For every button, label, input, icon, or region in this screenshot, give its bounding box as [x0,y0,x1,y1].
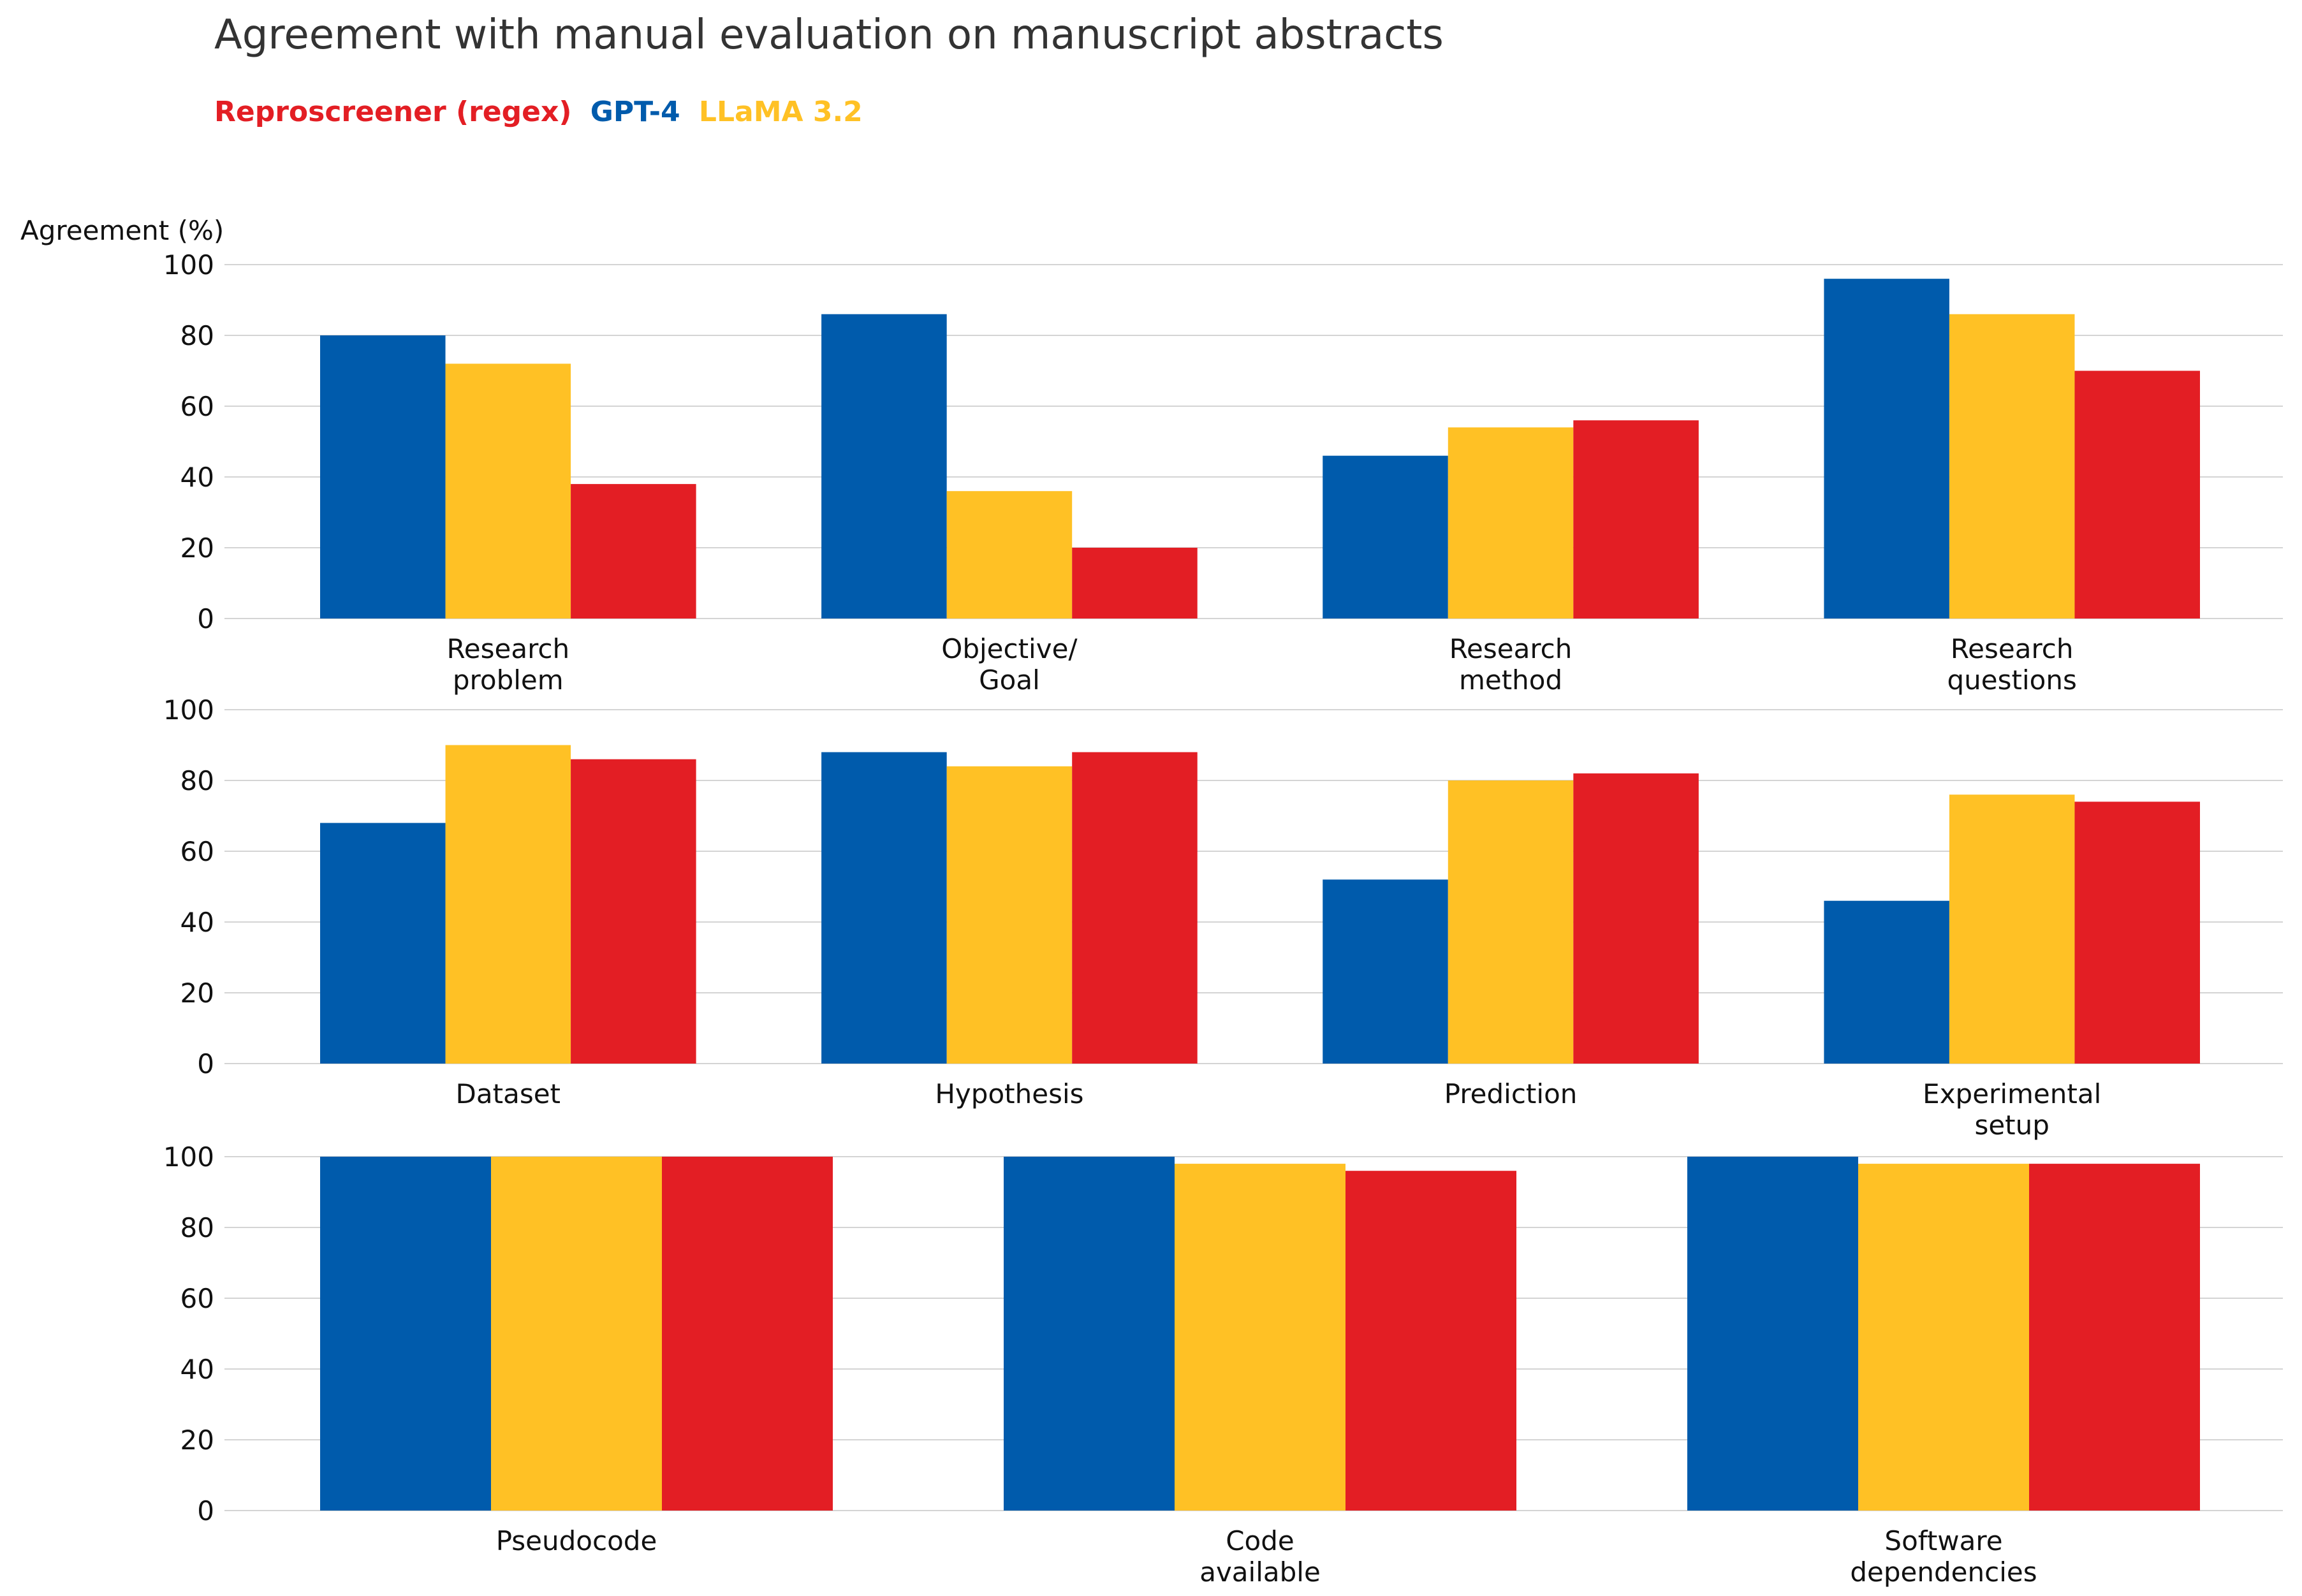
bar-gpt-4 [1687,1157,1858,1511]
bar-llama-3-2 [491,1157,662,1511]
category-label-line: questions [1947,664,2077,696]
category-label: Prediction [1444,1078,1578,1109]
y-tick-label: 0 [197,603,214,634]
category-label-line: setup [1974,1109,2049,1141]
legend-entry-llama: LLaMA 3.2 [699,96,863,128]
y-tick-label: 40 [180,1354,214,1385]
category-label-line: Pseudocode [496,1525,657,1556]
bar-reproscreener-regex [1573,420,1699,619]
y-tick-label: 0 [197,1495,214,1526]
category-label-line: available [1199,1556,1321,1588]
category-label: Objective/Goal [941,633,1078,696]
bar-gpt-4 [1824,900,1949,1064]
category-label: Experimental setup [1923,1078,2101,1141]
y-tick-label: 100 [163,1141,214,1173]
panel-2: 0 20 40 60 80 100 Dataset Hypothesis Prediction E… [163,694,2283,1141]
bar-llama-3-2 [946,766,1073,1064]
bar-llama-3-2 [1949,794,2075,1064]
category-label-line: dependencies [1850,1556,2037,1588]
category-label-line: Code [1226,1525,1294,1556]
bar-reproscreener-regex [2029,1164,2200,1511]
bar-reproscreener-regex [2074,370,2200,619]
bar-reproscreener-regex [2074,802,2200,1064]
bar-reproscreener-regex [1072,752,1198,1064]
category-label-line: Research [1951,633,2074,664]
bar-reproscreener-regex [571,759,696,1064]
bar-llama-3-2 [445,745,571,1064]
category-label: Research method [1449,633,1573,696]
y-tick-label: 100 [163,249,214,281]
bar-gpt-4 [821,314,947,619]
category-label-line: method [1459,664,1562,696]
category-label-line: Experimental [1923,1078,2101,1109]
category-label-line: Goal [979,664,1040,696]
bar-reproscreener-regex [571,484,696,619]
category-label-line: Prediction [1444,1078,1578,1109]
y-axis-label: Agreement (%) [20,215,224,246]
bar-reproscreener-regex [1072,548,1198,619]
bar-gpt-4 [1323,455,1448,619]
bar-reproscreener-regex [1345,1171,1516,1511]
category-label: Hypothesis [935,1078,1083,1109]
bar-llama-3-2 [1949,314,2075,619]
category-label: Research problem [446,633,569,696]
bar-reproscreener-regex [1573,773,1699,1064]
category-label-line: Research [446,633,569,664]
bar-llama-3-2 [1175,1164,1345,1511]
category-label: Software dependencies [1850,1525,2037,1588]
y-tick-label: 20 [180,977,214,1009]
bar-gpt-4 [1323,879,1448,1064]
category-label: Pseudocode [496,1525,657,1556]
y-tick-label: 60 [180,836,214,867]
category-label: Code available [1199,1525,1321,1588]
bar-llama-3-2 [1448,427,1574,619]
legend-entry-reproscreener: Reproscreener (regex) [214,96,571,128]
bar-llama-3-2 [1858,1164,2029,1511]
category-label-line: problem [453,664,564,696]
category-label-line: Software [1884,1525,2002,1556]
bar-gpt-4 [1004,1157,1175,1511]
bar-gpt-4 [320,823,446,1064]
bar-gpt-4 [320,1157,491,1511]
category-label-line: Dataset [456,1078,561,1109]
panel-3: 0 20 40 60 80 100 Pseudocode Code available Softw… [163,1141,2283,1588]
y-tick-label: 60 [180,391,214,422]
y-tick-label: 0 [197,1048,214,1080]
bar-gpt-4 [320,335,446,619]
category-label-line: Objective/ [941,633,1078,664]
y-tick-label: 40 [180,907,214,938]
category-label: Dataset [456,1078,561,1109]
y-tick-label: 20 [180,532,214,564]
y-tick-label: 80 [180,320,214,351]
chart-legend: Reproscreener (regex) GPT-4 LLaMA 3.2 [214,96,863,128]
category-label: Research questions [1947,633,2077,696]
category-label-line: Research [1449,633,1573,664]
legend-entry-gpt-4: GPT-4 [590,96,680,128]
y-tick-label: 100 [163,694,214,726]
y-tick-label: 80 [180,1212,214,1243]
bar-llama-3-2 [445,363,571,619]
bar-reproscreener-regex [662,1157,833,1511]
bar-llama-3-2 [946,491,1073,619]
bar-gpt-4 [1824,279,1949,619]
chart-title: Agreement with manual evaluation on manu… [214,11,1444,59]
y-tick-label: 20 [180,1424,214,1456]
bar-gpt-4 [821,752,947,1064]
y-tick-label: 80 [180,765,214,796]
bar-llama-3-2 [1448,780,1574,1064]
y-tick-label: 40 [180,462,214,493]
category-label-line: Hypothesis [935,1078,1083,1109]
y-tick-label: 60 [180,1283,214,1314]
